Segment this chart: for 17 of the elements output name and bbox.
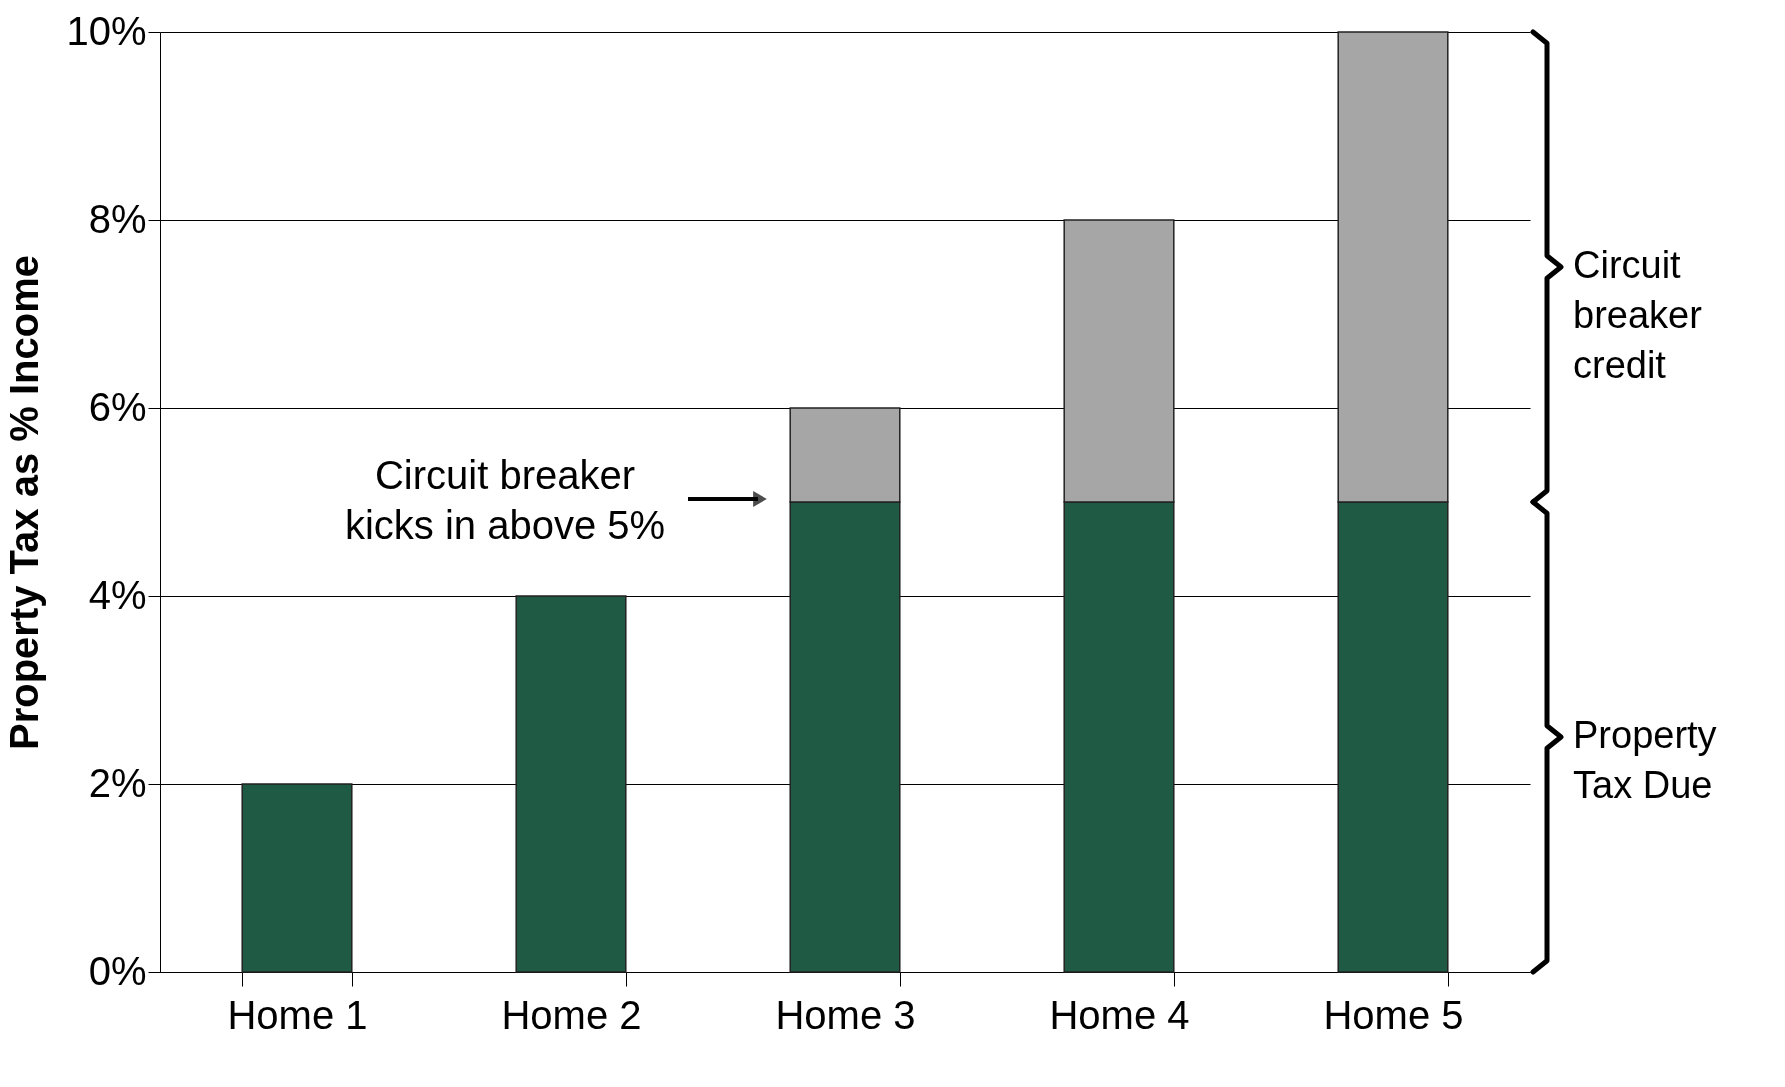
y-tick-label: 2% bbox=[88, 760, 147, 805]
x-tick-label: Home 1 bbox=[227, 992, 368, 1037]
text: Circuit breaker credit bbox=[1573, 244, 1703, 386]
bar bbox=[515, 595, 627, 973]
y-tick-label: 0% bbox=[88, 948, 147, 993]
x-tick-label: Home 4 bbox=[1049, 992, 1190, 1037]
x-tick-label: Home 2 bbox=[501, 992, 642, 1037]
y-tick-label: 8% bbox=[88, 196, 147, 241]
y-tick-label: 10% bbox=[66, 8, 147, 53]
annotation: Circuit breaker kicks in above 5% bbox=[344, 453, 666, 547]
y-axis-title: Property Tax as % Income bbox=[2, 255, 47, 750]
bar bbox=[241, 783, 353, 973]
y-tick-label: 4% bbox=[88, 572, 147, 617]
text: Property Tax Due bbox=[1573, 714, 1717, 806]
x-tick-label: Home 5 bbox=[1323, 992, 1464, 1037]
x-tick-label: Home 3 bbox=[775, 992, 916, 1037]
y-tick-label: 6% bbox=[88, 384, 147, 429]
